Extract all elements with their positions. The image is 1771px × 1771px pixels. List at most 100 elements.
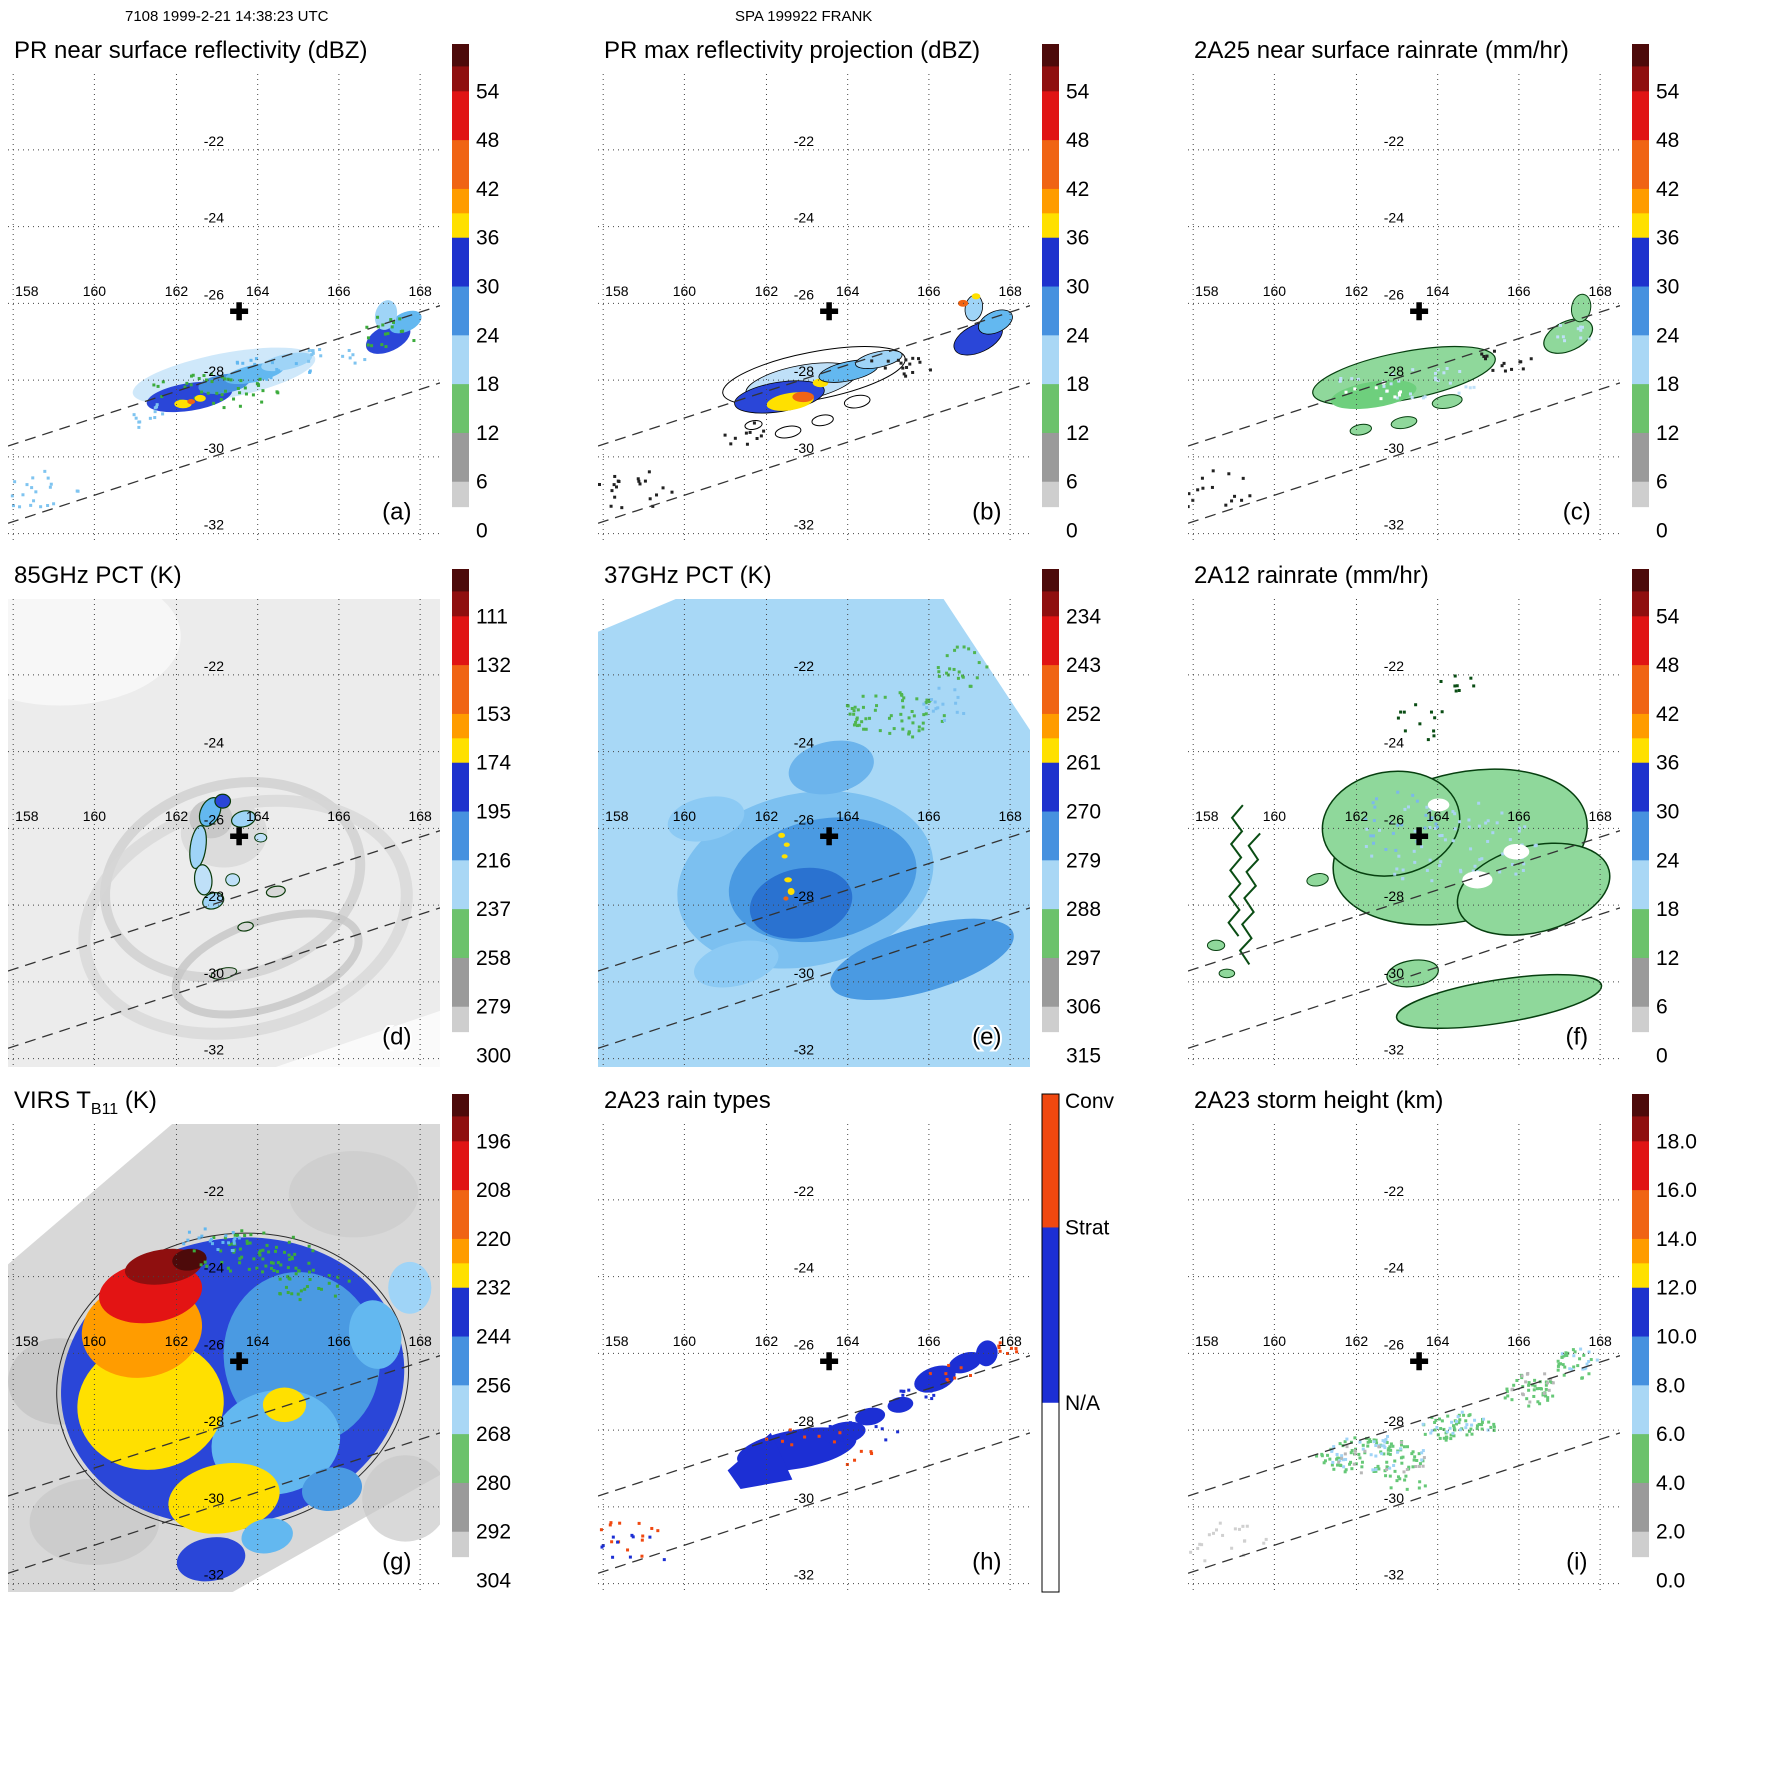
lat-tick-label: -32	[204, 1042, 224, 1058]
panel-c: -22 -24 -26 -28 -30 -32 158 160 162 164 166 168 (c) 2…	[1188, 37, 1680, 543]
panel-cell-f: -22 -24 -26 -28 -30 -32 158 160 162 164 166 168 (f) 2…	[1180, 553, 1770, 1078]
colorbar-tick-label: 24	[1656, 849, 1680, 872]
lat-tick-label: -30	[794, 965, 814, 981]
colorbar-tick-label: 268	[476, 1423, 511, 1446]
panel-title: 37GHz PCT (K)	[604, 562, 772, 589]
lat-tick-label: -28	[204, 888, 224, 904]
panel-letter: (d)	[382, 1024, 411, 1051]
graticule: -22 -24 -26 -28 -30 -32 158 160 162 164 166 168	[598, 74, 1030, 542]
panel-i: -22 -24 -26 -28 -30 -32 158 160 162 164 166 168 (i) 2…	[1188, 1087, 1697, 1593]
panel-title: PR max reflectivity projection (dBZ)	[604, 37, 980, 64]
lat-tick-label: -28	[204, 1413, 224, 1429]
storm-center-marker	[820, 1352, 839, 1371]
lat-tick-label: -22	[204, 1183, 224, 1199]
lon-tick-label: 164	[246, 283, 270, 299]
colorbar-tick-label: 18.0	[1656, 1130, 1697, 1153]
lat-tick-label: -30	[1384, 1490, 1404, 1506]
colorbar-tick-label: 12	[1066, 422, 1089, 445]
lon-tick-label: 158	[1195, 283, 1219, 299]
lon-tick-label: 162	[1345, 283, 1369, 299]
lat-tick-label: -26	[794, 1336, 814, 1352]
panel-letter: (b)	[972, 499, 1001, 526]
colorbar-tick-label: 196	[476, 1130, 511, 1153]
colorbar-tick-label: 54	[1656, 80, 1680, 103]
colorbar-tick-label: 258	[476, 947, 511, 970]
lon-tick-label: 166	[917, 283, 941, 299]
colorbar-tick-label: 6	[1066, 471, 1078, 494]
lat-tick-label: -22	[1384, 658, 1404, 674]
colorbar-tick-label: 48	[1656, 654, 1679, 677]
panel-imagery	[1206, 674, 1611, 1030]
colorbar: Conv Strat N/A	[1041, 1090, 1115, 1593]
colorbar-tick-label: 174	[476, 752, 511, 775]
colorbar-tick-label: 306	[1066, 996, 1101, 1019]
colorbar: 54 48 42 36 30 24 18 12 6 0	[452, 44, 500, 543]
colorbar-tick-label: 234	[1066, 605, 1101, 628]
lon-tick-label: 158	[15, 283, 39, 299]
colorbar: 196 208 220 232 244 256 268 280 292 304	[452, 1094, 511, 1593]
colorbar-tick-label: 208	[476, 1179, 511, 1202]
panel-letter: (i)	[1566, 1549, 1587, 1576]
lat-tick-label: -22	[794, 133, 814, 149]
lon-tick-label: 162	[1345, 808, 1369, 824]
lon-tick-label: 160	[1263, 283, 1287, 299]
colorbar-tick-label: 6	[476, 471, 488, 494]
colorbar-tick-label: 111	[476, 605, 508, 628]
colorbar-tick-label: 42	[1066, 178, 1089, 201]
storm-center-marker	[230, 1352, 249, 1371]
lat-tick-label: -32	[1384, 517, 1404, 533]
colorbar-tick-label: 12.0	[1656, 1277, 1697, 1300]
lon-tick-label: 162	[755, 808, 779, 824]
colorbar: 54 48 42 36 30 24 18 12 6 0	[1042, 44, 1090, 543]
lon-tick-label: 168	[408, 808, 432, 824]
lat-tick-label: -24	[204, 735, 224, 751]
colorbar-tick-label: 0	[1656, 1045, 1668, 1068]
graticule: -22 -24 -26 -28 -30 -32 158 160 162 164 166 168	[598, 599, 1030, 1067]
lat-tick-label: -28	[794, 1413, 814, 1429]
colorbar-tick-label: 18	[1656, 898, 1679, 921]
colorbar-tick-label: 30	[1066, 276, 1089, 299]
colorbar-tick-label: 18	[476, 373, 499, 396]
storm-id: SPA 199922 FRANK	[735, 8, 873, 25]
lat-tick-label: -28	[794, 888, 814, 904]
colorbar-tick-label: 2.0	[1656, 1521, 1685, 1544]
colorbar-tick-label: 288	[1066, 898, 1101, 921]
lat-tick-label: -32	[794, 1042, 814, 1058]
storm-center-marker	[1410, 827, 1429, 846]
panel-title: 85GHz PCT (K)	[14, 562, 182, 589]
lon-tick-label: 164	[1426, 283, 1450, 299]
lat-tick-label: -30	[1384, 440, 1404, 456]
lon-tick-label: 158	[605, 283, 629, 299]
lon-tick-label: 164	[246, 808, 270, 824]
colorbar-tick-label: 237	[476, 898, 511, 921]
panel-letter: (g)	[382, 1549, 411, 1576]
colorbar-tick-label: 42	[1656, 703, 1679, 726]
colorbar-tick-label: 279	[1066, 849, 1101, 872]
lon-tick-label: 166	[327, 283, 351, 299]
lon-tick-label: 164	[836, 808, 860, 824]
swath-edge-lines	[598, 305, 1030, 524]
swath-edge-lines	[8, 830, 440, 1049]
lat-tick-label: -26	[1384, 811, 1404, 827]
colorbar-tick-label: 42	[1656, 178, 1679, 201]
lon-tick-label: 168	[998, 1333, 1022, 1349]
storm-center-marker	[230, 302, 249, 321]
lon-tick-label: 168	[1588, 1333, 1612, 1349]
lat-tick-label: -28	[1384, 888, 1404, 904]
colorbar-tick-label: 6	[1656, 471, 1668, 494]
colorbar-tick-label: 48	[1066, 129, 1089, 152]
panel-cell-h: -22 -24 -26 -28 -30 -32 158 160 162 164 166 168 (h) 2…	[590, 1078, 1180, 1603]
lon-tick-label: 168	[998, 283, 1022, 299]
lat-tick-label: -22	[794, 658, 814, 674]
lon-tick-label: 160	[1263, 808, 1287, 824]
colorbar-tick-label: 24	[476, 324, 500, 347]
panel-imagery	[598, 599, 1030, 1067]
panel-letter: (h)	[972, 1549, 1001, 1576]
lon-tick-label: 162	[1345, 1333, 1369, 1349]
lon-tick-label: 168	[408, 1333, 432, 1349]
graticule: -22 -24 -26 -28 -30 -32 158 160 162 164 166 168	[1188, 74, 1620, 542]
lon-tick-label: 168	[998, 808, 1022, 824]
colorbar-tick-label: 292	[476, 1521, 511, 1544]
lon-tick-label: 168	[408, 283, 432, 299]
lon-tick-label: 168	[1588, 808, 1612, 824]
